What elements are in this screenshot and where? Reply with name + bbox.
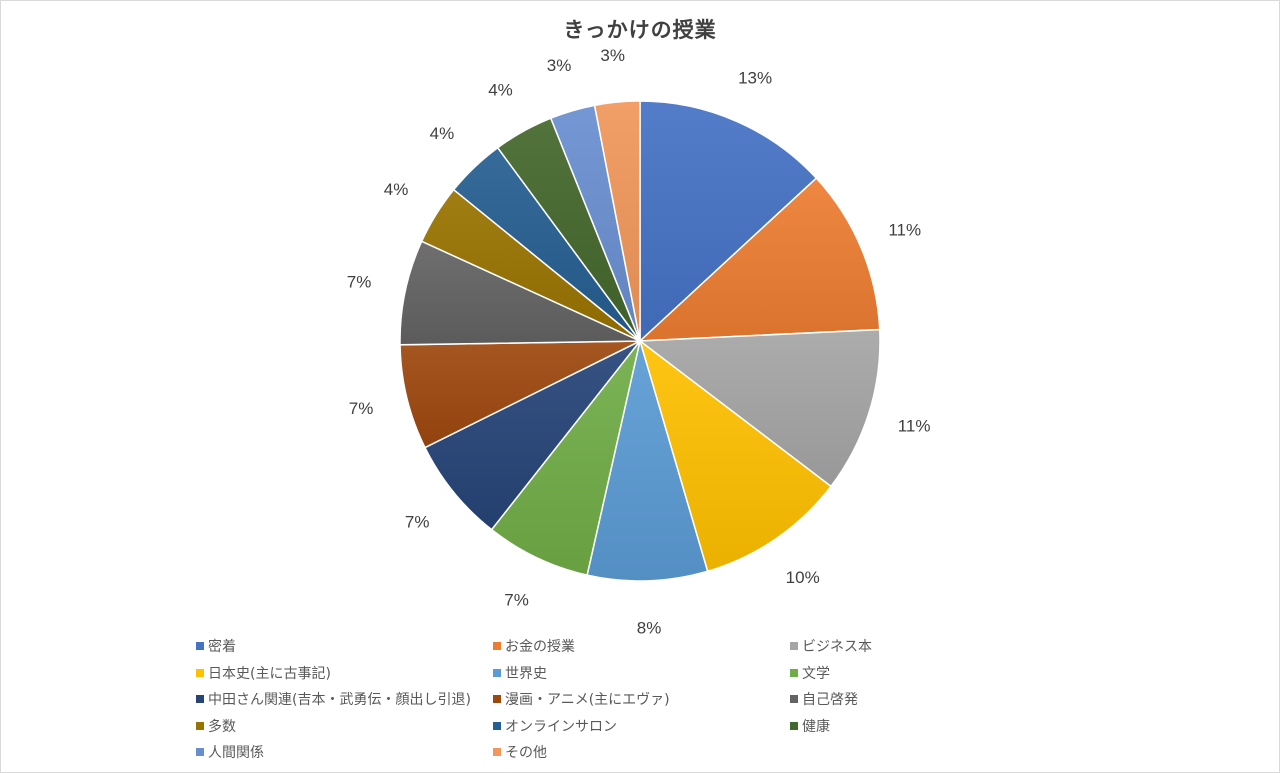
legend-label: 多数	[208, 718, 236, 735]
pie-slice	[638, 339, 833, 573]
legend-label: 漫画・アニメ(主にエヴァ)	[505, 692, 670, 709]
legend-swatch	[196, 695, 204, 704]
legend-swatch	[493, 642, 501, 651]
legend-label: 文学	[802, 665, 830, 682]
legend-label: 世界史	[505, 665, 547, 682]
pie-slice	[423, 340, 641, 531]
data-label: 3%	[547, 56, 572, 75]
legend-label: お金の授業	[505, 639, 575, 656]
legend-label: 日本史(主に古事記)	[208, 665, 331, 682]
data-label: 7%	[504, 591, 529, 610]
legend-item: お金の授業	[493, 633, 790, 660]
legend-swatch	[493, 721, 501, 730]
legend-swatch	[196, 748, 204, 757]
legend-label: 人間関係	[208, 745, 264, 762]
legend-label: 中田さん関連(吉本・武勇伝・顔出し引退)	[208, 692, 471, 709]
pie-slice	[399, 240, 641, 346]
data-label: 4%	[384, 180, 409, 199]
legend-label: その他	[505, 745, 547, 762]
legend-label: 密着	[208, 639, 236, 656]
pie-slice	[593, 100, 641, 342]
legend-swatch	[196, 721, 204, 730]
legend-item: 健康	[790, 713, 1090, 740]
data-label: 13%	[738, 69, 772, 88]
legend-swatch	[493, 668, 501, 677]
legend-item: 人間関係	[196, 739, 493, 766]
legend-label: ビジネス本	[802, 639, 872, 656]
legend-label: 自己啓発	[802, 692, 858, 709]
data-label: 10%	[786, 568, 820, 587]
legend-swatch	[790, 642, 798, 651]
legend-item: その他	[493, 739, 790, 766]
legend-item: 密着	[196, 633, 493, 660]
data-label: 7%	[347, 273, 372, 292]
legend-item: 多数	[196, 713, 493, 740]
chart-legend: 密着 お金の授業 ビジネス本日本史(主に古事記) 世界史 文学中田さん関連(吉本・武勇伝…	[196, 633, 1196, 766]
legend-swatch	[493, 748, 501, 757]
legend-swatch	[493, 695, 501, 704]
data-label: 4%	[430, 124, 455, 143]
pie-slice	[639, 100, 818, 343]
data-label: 7%	[349, 399, 374, 418]
legend-item: 日本史(主に古事記)	[196, 660, 493, 687]
legend-label: オンラインサロン	[505, 718, 617, 735]
pie-slice	[637, 328, 881, 488]
data-label: 3%	[600, 46, 625, 65]
legend-swatch	[790, 695, 798, 704]
data-label: 4%	[488, 81, 513, 100]
legend-item: 漫画・アニメ(主にエヴァ)	[493, 686, 790, 713]
data-label: 7%	[405, 513, 430, 532]
pie-slice	[586, 338, 709, 582]
legend-label: 健康	[802, 718, 830, 735]
chart-title: きっかけの授業	[563, 18, 717, 42]
legend-item: 中田さん関連(吉本・武勇伝・顔出し引退)	[196, 686, 493, 713]
legend-item: オンラインサロン	[493, 713, 790, 740]
legend-item: ビジネス本	[790, 633, 1090, 660]
legend-item: 文学	[790, 660, 1090, 687]
data-label: 11%	[888, 221, 921, 240]
data-label: 8%	[637, 618, 662, 637]
legend-swatch	[196, 668, 204, 677]
legend-item: 自己啓発	[790, 686, 1090, 713]
pie-slice	[399, 340, 641, 449]
legend-swatch	[790, 668, 798, 677]
pie-slice	[490, 340, 641, 576]
legend-swatch	[790, 721, 798, 730]
pie-slice	[637, 177, 881, 342]
data-label: 11%	[898, 417, 931, 436]
legend-swatch	[196, 642, 204, 651]
legend-item: 世界史	[493, 660, 790, 687]
